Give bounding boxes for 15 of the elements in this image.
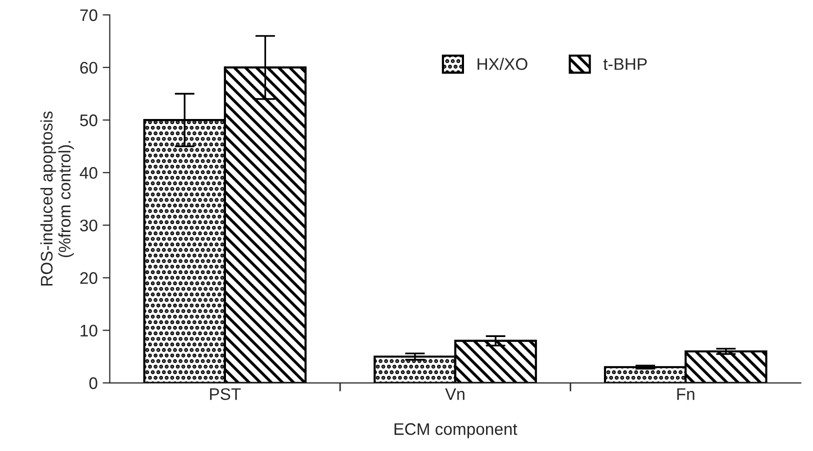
x-axis-title: ECM component [394,423,518,438]
y-tick-label: 60 [80,62,98,74]
y-axis-title: ROS-induced apoptosis (%from control). [40,111,74,286]
y-tick-label: 0 [89,377,98,390]
x-tick-label: Fn [677,388,694,400]
y-tick-label: 20 [80,272,98,284]
legend-label: t-BHP [603,58,647,70]
y-tick-label: 10 [80,324,98,337]
x-tick-label: Vn [445,388,464,400]
x-tick-label: PST [210,388,241,400]
y-tick-label: 40 [80,167,98,179]
legend-label: HX/XO [478,58,528,70]
y-tick-label: 70 [80,9,98,22]
y-tick-label: 50 [80,114,98,126]
y-tick-label: 30 [80,220,98,232]
